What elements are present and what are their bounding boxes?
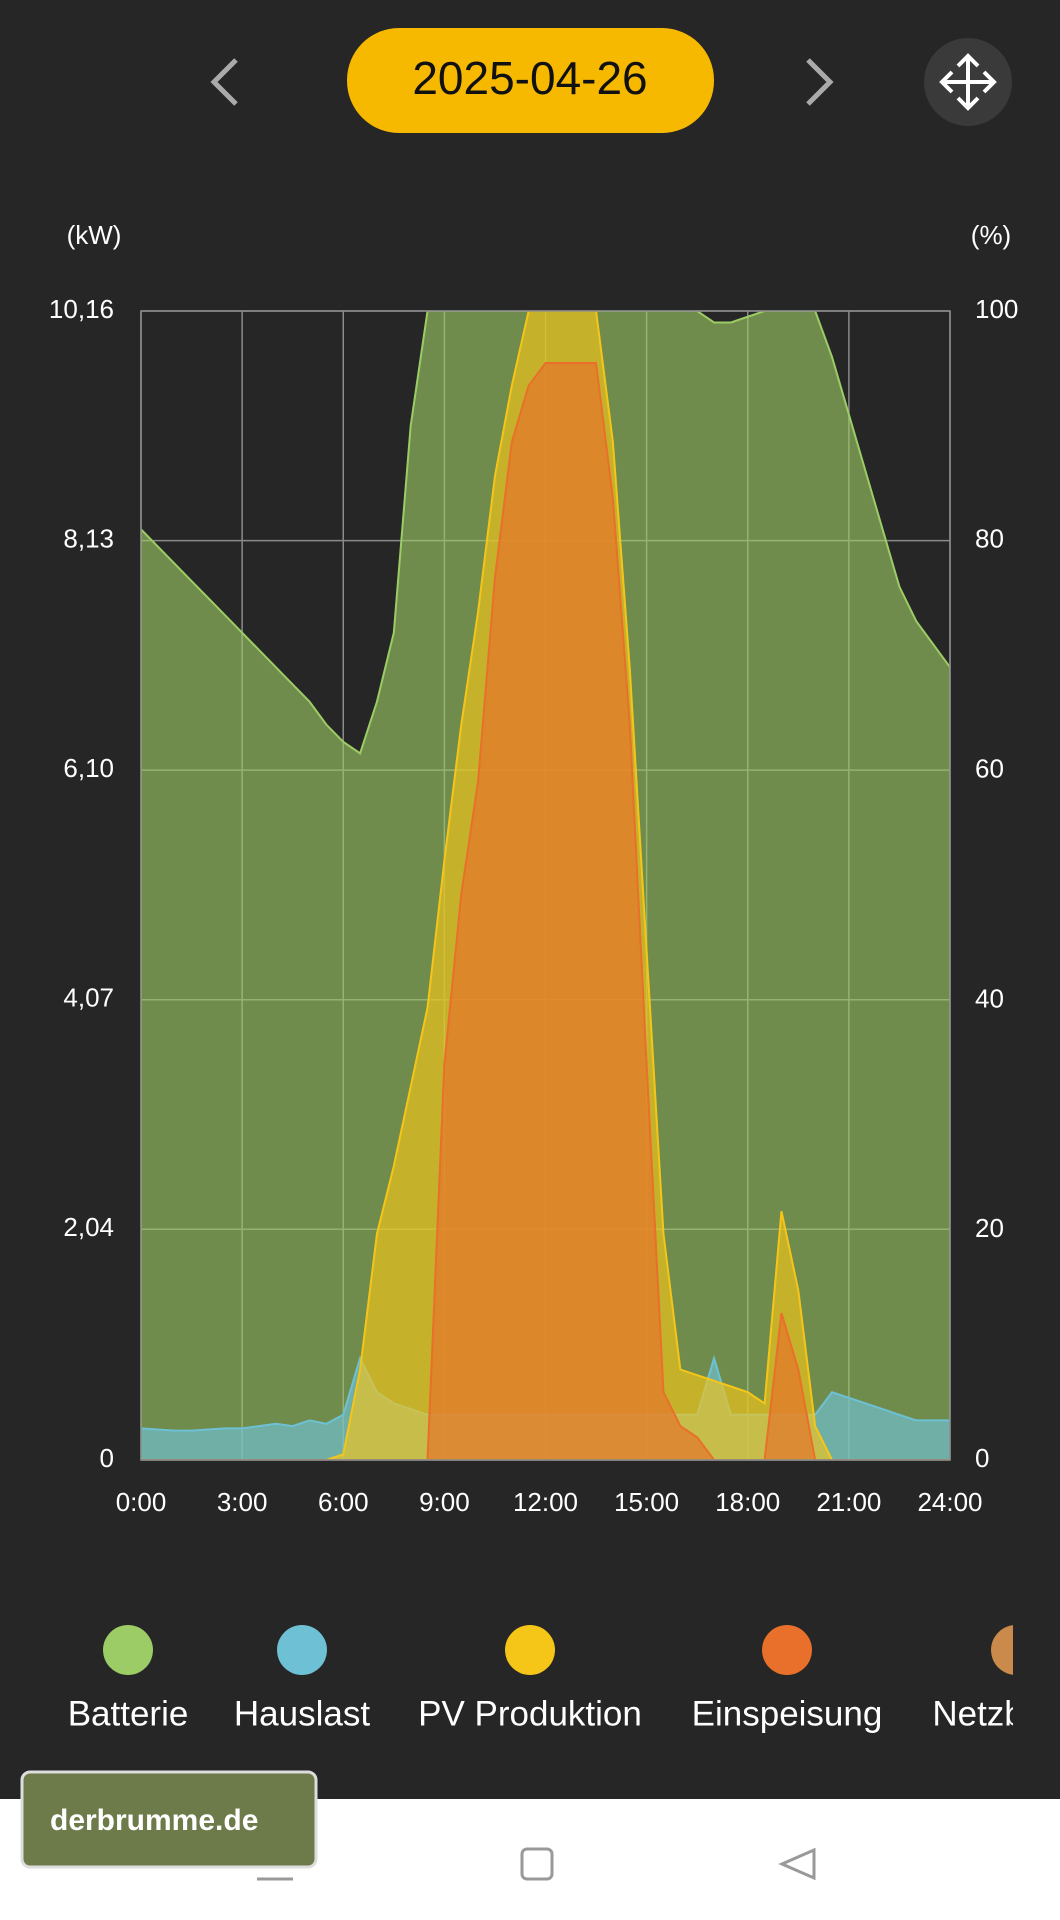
y2-tick-label: 20 [975,1213,1004,1243]
y-unit: (kW) [67,220,122,250]
legend-swatch [991,1625,1013,1675]
plot: 0 2,04 4,07 6,10 8,13 10,16 0 20 40 60 80 100 0:00 3:… [49,294,1018,1517]
y-tick-label: 2,04 [63,1212,114,1242]
y-tick-label: 8,13 [63,523,114,553]
next-button[interactable] [806,58,834,106]
y2-tick-label: 0 [975,1443,989,1473]
legend: Batterie Hauslast PV Produktion Einspeisung… [68,1625,1060,1733]
watermark: derbrumme.de [50,1804,258,1837]
move-icon [939,53,997,111]
legend-swatch [762,1625,812,1675]
y-tick-label: 0 [100,1443,114,1473]
x-tick-label: 3:00 [217,1487,268,1517]
home-button[interactable] [520,1847,554,1881]
x-tick-label: 15:00 [614,1487,679,1517]
legend-swatch [103,1625,153,1675]
watermark-box [20,1770,318,1869]
y2-tick-label: 60 [975,753,1004,783]
x-tick-label: 24:00 [917,1487,982,1517]
x-tick-label: 6:00 [318,1487,369,1517]
y-tick-label: 4,07 [63,983,114,1013]
date-pill[interactable] [347,28,714,133]
prev-button[interactable] [210,58,238,106]
series-group [141,311,950,1460]
y2-tick-label: 80 [975,524,1004,554]
y-tick-label: 10,16 [49,294,114,324]
x-tick-label: 0:00 [116,1487,167,1517]
legend-label: Einspeisung [692,1694,883,1733]
legend-label: Hauslast [234,1694,370,1733]
series-area [141,362,950,1460]
back-button[interactable] [778,1847,816,1881]
date: 2025-04-26 [412,52,647,104]
x-tick-label: 9:00 [419,1487,470,1517]
legend-swatch [277,1625,327,1675]
plot-frame [140,310,951,1461]
x-tick-label: 18:00 [715,1487,780,1517]
legend-label: Netzbezug [932,1694,1060,1733]
x-tick-label: 12:00 [513,1487,578,1517]
legend-label: PV Produktion [418,1694,642,1733]
x-tick-label: 21:00 [816,1487,881,1517]
y2-unit: (%) [971,220,1011,250]
legend-label: Batterie [68,1694,189,1733]
y2-tick-label: 40 [975,983,1004,1013]
y2-tick-label: 100 [975,294,1018,324]
y-tick-label: 6,10 [63,753,114,783]
legend-swatch [505,1625,555,1675]
